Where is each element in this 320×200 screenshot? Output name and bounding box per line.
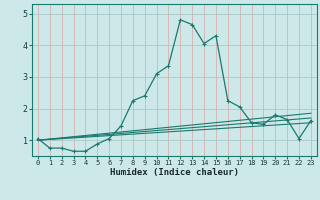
X-axis label: Humidex (Indice chaleur): Humidex (Indice chaleur) bbox=[110, 168, 239, 177]
